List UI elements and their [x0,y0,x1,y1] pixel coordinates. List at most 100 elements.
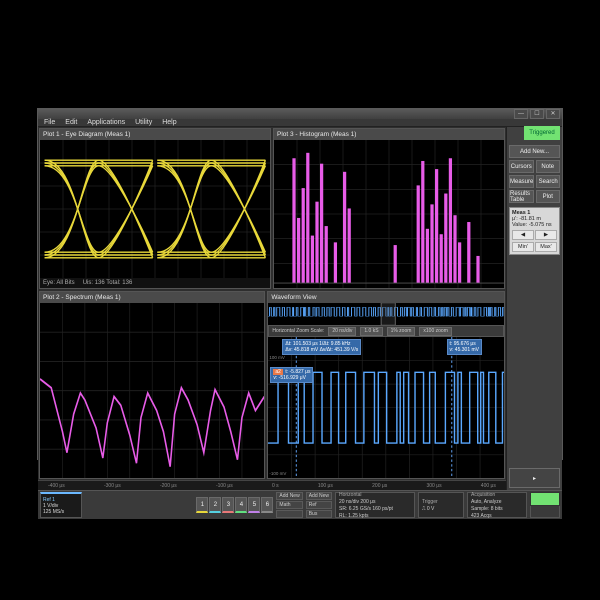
menu-edit[interactable]: Edit [65,119,77,126]
horizontal-l1: 20 ns/div 200 μs [339,499,411,505]
time-tick: -200 μs [160,483,177,489]
add-new-button[interactable]: Add New... [509,145,560,158]
ch-sr: 125 MS/s [43,509,79,515]
cursor-delta-label[interactable]: Δt: 101.503 μs 1/Δt: 9.85 kHz Δv: 45.818… [282,339,361,355]
zoom-scale[interactable]: 20 ns/div [328,327,356,336]
bus-button[interactable]: Bus [306,510,332,518]
menu-file[interactable]: File [44,119,55,126]
horizontal-l2: SR: 6.25 GS/s 160 ps/pt [339,506,411,512]
stop-button[interactable] [530,506,560,519]
meas-next-button[interactable]: ▶ [535,230,557,240]
search-button[interactable]: Search [536,175,560,188]
oscilloscope-app: — ☐ ✕ File Edit Applications Utility Hel… [37,108,563,460]
acq-l1: Auto, Analyze [471,499,523,505]
ref-button[interactable]: Ref [306,501,332,509]
horizontal-panel[interactable]: Horizontal 20 ns/div 200 μs SR: 6.25 GS/… [335,492,415,518]
addnew-math-col: Add New Math [276,492,302,518]
trigger-l1: ⎍ 0 V [422,506,460,512]
menubar: File Edit Applications Utility Help [38,119,562,127]
eye-footer-uis: Uis: 136 Total: 136 [83,280,133,286]
trigger-panel[interactable]: Trigger ⎍ 0 V [418,492,464,518]
menu-applications[interactable]: Applications [87,119,125,126]
plot-spectrum-title: Plot 2 - Spectrum (Meas 1) [40,292,264,303]
window-minimize-button[interactable]: — [514,109,528,119]
horizontal-l3: RL: 1.25 kpts [339,513,411,519]
plot-histogram[interactable]: Plot 3 - Histogram (Meas 1) [273,128,505,289]
plot-eye-body[interactable] [40,140,270,278]
math-blank [276,510,302,518]
ytick-bot: -100 mV [269,471,286,476]
note-button[interactable]: Note [536,160,561,173]
addnew2-button[interactable]: Add New [276,492,302,500]
zoom-x[interactable]: x100 zoom [419,327,451,336]
plot-waveform[interactable]: Waveform View Horizontal Zoom Scale: 20 … [267,291,505,479]
time-tick: -100 μs [216,483,233,489]
meas-prev-button[interactable]: ◀ [512,230,534,240]
zoom-label: Horizontal Zoom Scale: [272,328,324,334]
measure-button[interactable]: Measure [509,175,534,188]
acq-l2: Sample: 8 bits [471,506,523,512]
zoom-pct[interactable]: 1% zoom [387,327,416,336]
waveform-overview[interactable] [268,303,504,325]
plot-spectrum-body[interactable] [40,303,264,478]
channel-button-5[interactable]: 5 [248,497,260,513]
triggered-badge: Triggered [524,126,560,140]
plot-eye-title: Plot 1 - Eye Diagram (Meas 1) [40,129,270,140]
channel-number-buttons: 123456 [196,497,273,513]
plot-waveform-title: Waveform View [268,292,504,303]
acquisition-panel[interactable]: Acquisition Auto, Analyze Sample: 8 bits… [467,492,527,518]
cursors-button[interactable]: Cursors [509,160,534,173]
window-close-button[interactable]: ✕ [546,109,560,119]
menu-help[interactable]: Help [162,119,176,126]
time-tick: 0 s [272,483,279,489]
addnew-button[interactable]: Add New [306,492,332,500]
right-panel: Triggered Add New... Cursors Note Measur… [506,127,562,490]
acq-title: Acquisition [471,492,523,498]
eye-footer-bits: Eye: All Bits [43,280,75,286]
time-tick: 400 μs [481,483,496,489]
channel-button-3[interactable]: 3 [222,497,234,513]
ytick-top: 100 mV [269,355,285,360]
meas-min-button[interactable]: Min' [512,242,534,252]
time-tick: -400 μs [48,483,65,489]
meas-max-button[interactable]: Max' [535,242,557,252]
math-button[interactable]: Math [276,501,302,509]
cursor-b-label[interactable]: t: 95.676 μs v: 45.301 mV [447,339,482,355]
bottom-bar: Ref 1 1 V/div 125 MS/s 123456 Add New Ma… [38,490,562,519]
plot-eye-diagram[interactable]: Plot 1 - Eye Diagram (Meas 1) Eye: All B… [39,128,271,289]
plot-spectrum[interactable]: Plot 2 - Spectrum (Meas 1) [39,291,265,479]
workarea: Plot 1 - Eye Diagram (Meas 1) Eye: All B… [38,127,562,490]
titlebar: — ☐ ✕ [38,109,562,119]
measurement-panel[interactable]: Meas 1 μ': -81.81 m Value: -5.075 ns ◀ ▶… [509,207,560,255]
channel-button-6[interactable]: 6 [261,497,273,513]
horizontal-title: Horizontal [339,492,411,498]
time-tick: -300 μs [104,483,121,489]
waveform-zoom-bar[interactable]: Horizontal Zoom Scale: 20 ns/div 1.0 kS … [268,325,504,337]
plot-histogram-title: Plot 3 - Histogram (Meas 1) [274,129,504,140]
menu-utility[interactable]: Utility [135,119,152,126]
cursor-a-label[interactable]: a2 t: -5.827 μs v: -516.929 μV [270,367,313,383]
channel-ref1[interactable]: Ref 1 1 V/div 125 MS/s [40,492,82,518]
time-tick: 300 μs [426,483,441,489]
plot-eye-footer: Eye: All Bits Uis: 136 Total: 136 [40,278,270,288]
time-tick: 200 μs [372,483,387,489]
channel-button-4[interactable]: 4 [235,497,247,513]
addnew-ref-col: Add New Ref Bus [306,492,332,518]
run-stop-control[interactable] [530,492,560,518]
waveform-zoomed[interactable]: Δt: 101.503 μs 1/Δt: 9.85 kHz Δv: 45.818… [268,337,504,478]
meas-line2: Value: -5.075 ns [512,222,557,228]
plot-grid: Plot 1 - Eye Diagram (Meas 1) Eye: All B… [38,127,506,490]
run-button[interactable] [530,492,560,506]
acq-l3: 423 Acqs [471,513,523,519]
channel-button-2[interactable]: 2 [209,497,221,513]
channel-button-1[interactable]: 1 [196,497,208,513]
plot-button[interactable]: Plot [536,190,561,203]
time-tick: 100 μs [318,483,333,489]
zoom-ks[interactable]: 1.0 kS [360,327,382,336]
time-axis: -400 μs -300 μs -200 μs -100 μs 0 s 100 … [38,480,506,490]
plot-histogram-body[interactable] [274,140,504,288]
trigger-title: Trigger [422,499,460,505]
window-maximize-button[interactable]: ☐ [530,109,544,119]
drawer-toggle-icon[interactable]: ▸ [509,468,560,488]
results-table-button[interactable]: Results Table [509,190,534,203]
